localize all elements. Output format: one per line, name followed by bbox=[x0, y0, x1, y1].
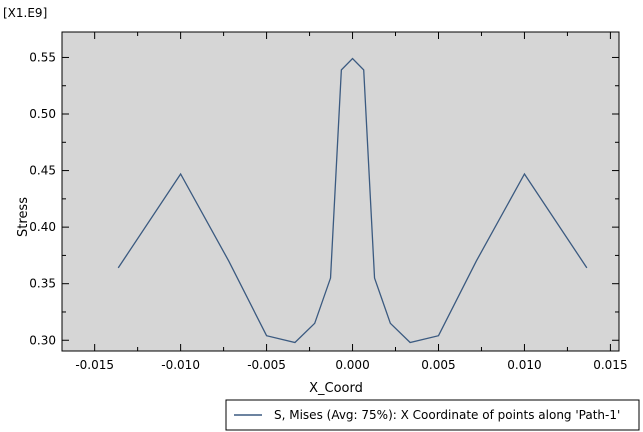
x-tick-label: -0.015 bbox=[75, 358, 114, 372]
x-tick-label: 0.000 bbox=[335, 358, 369, 372]
y-tick-label: 0.30 bbox=[29, 333, 56, 347]
y-tick-label: 0.55 bbox=[29, 50, 56, 64]
y-tick-label: 0.45 bbox=[29, 164, 56, 178]
y-tick-label: 0.40 bbox=[29, 220, 56, 234]
y-tick-label: 0.50 bbox=[29, 107, 56, 121]
legend-entry: S, Mises (Avg: 75%): X Coordinate of poi… bbox=[274, 408, 620, 422]
x-tick-label: 0.015 bbox=[593, 358, 627, 372]
y-axis-title: Stress bbox=[16, 197, 31, 237]
x-axis-title: X_Coord bbox=[309, 381, 363, 396]
series-line-mises bbox=[117, 57, 588, 344]
x-axis: -0.015 -0.010 -0.005 0.000 0.005 0.010 0.015 bbox=[75, 32, 628, 372]
x-tick-label: -0.010 bbox=[161, 358, 200, 372]
x-tick-label: 0.005 bbox=[421, 358, 455, 372]
y-axis: 0.30 0.35 0.40 0.45 0.50 0.55 bbox=[29, 50, 619, 347]
x-tick-label: -0.005 bbox=[247, 358, 286, 372]
legend: S, Mises (Avg: 75%): X Coordinate of poi… bbox=[225, 399, 640, 431]
y-scale-label: [X1.E9] bbox=[3, 6, 47, 20]
y-tick-label: 0.35 bbox=[29, 277, 56, 291]
x-tick-label: 0.010 bbox=[507, 358, 541, 372]
